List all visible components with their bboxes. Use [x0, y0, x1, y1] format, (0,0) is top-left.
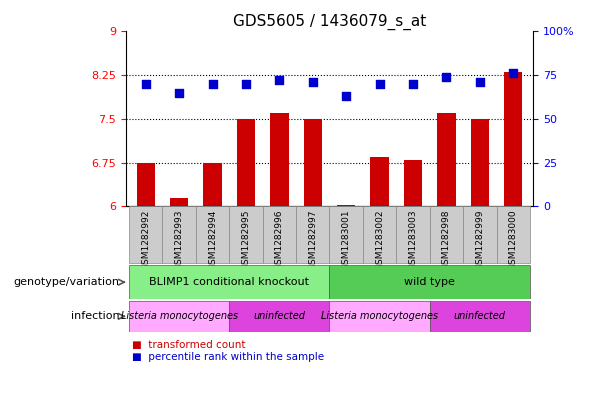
Bar: [229, 206, 262, 263]
Text: Listeria monocytogenes: Listeria monocytogenes: [121, 311, 238, 321]
Text: GSM1283002: GSM1283002: [375, 209, 384, 270]
Text: genotype/variation: genotype/variation: [13, 277, 120, 287]
Bar: [471, 119, 489, 206]
Bar: [129, 301, 229, 332]
Point: [408, 81, 418, 87]
Point: [341, 93, 351, 99]
Bar: [337, 205, 356, 206]
Point: [208, 81, 218, 87]
Bar: [170, 198, 188, 206]
Text: wild type: wild type: [405, 277, 455, 287]
Text: GSM1282996: GSM1282996: [275, 209, 284, 270]
Bar: [504, 72, 522, 206]
Bar: [497, 206, 530, 263]
Bar: [463, 206, 497, 263]
Text: GSM1282995: GSM1282995: [242, 209, 251, 270]
Bar: [129, 206, 162, 263]
Point: [441, 74, 451, 80]
Point: [174, 90, 184, 96]
Text: GSM1283001: GSM1283001: [341, 209, 351, 270]
Bar: [430, 301, 530, 332]
Text: GSM1282992: GSM1282992: [141, 209, 150, 270]
Bar: [270, 113, 289, 206]
Text: uninfected: uninfected: [454, 311, 506, 321]
Text: GSM1282993: GSM1282993: [175, 209, 184, 270]
Text: GSM1282997: GSM1282997: [308, 209, 318, 270]
Bar: [229, 301, 330, 332]
Bar: [397, 206, 430, 263]
Text: ■  percentile rank within the sample: ■ percentile rank within the sample: [132, 352, 324, 362]
Bar: [363, 206, 397, 263]
Text: GSM1282998: GSM1282998: [442, 209, 451, 270]
Bar: [237, 119, 255, 206]
Bar: [404, 160, 422, 206]
Bar: [262, 206, 296, 263]
Point: [141, 81, 151, 87]
Title: GDS5605 / 1436079_s_at: GDS5605 / 1436079_s_at: [233, 14, 426, 30]
Bar: [330, 206, 363, 263]
Text: BLIMP1 conditional knockout: BLIMP1 conditional knockout: [149, 277, 309, 287]
Point: [308, 79, 318, 85]
Bar: [437, 113, 455, 206]
Text: Listeria monocytogenes: Listeria monocytogenes: [321, 311, 438, 321]
Text: GSM1283003: GSM1283003: [408, 209, 417, 270]
Bar: [330, 301, 430, 332]
Bar: [330, 265, 530, 299]
Bar: [296, 206, 330, 263]
Bar: [137, 163, 155, 206]
Bar: [196, 206, 229, 263]
Point: [475, 79, 485, 85]
Bar: [204, 163, 222, 206]
Bar: [370, 157, 389, 206]
Bar: [430, 206, 463, 263]
Bar: [303, 119, 322, 206]
Text: GSM1283000: GSM1283000: [509, 209, 518, 270]
Point: [375, 81, 384, 87]
Bar: [162, 206, 196, 263]
Point: [241, 81, 251, 87]
Text: uninfected: uninfected: [253, 311, 305, 321]
Point: [275, 77, 284, 84]
Bar: [129, 265, 330, 299]
Text: GSM1282994: GSM1282994: [208, 209, 217, 270]
Point: [508, 70, 518, 77]
Text: ■  transformed count: ■ transformed count: [132, 340, 245, 351]
Text: GSM1282999: GSM1282999: [475, 209, 484, 270]
Text: infection: infection: [71, 311, 120, 321]
